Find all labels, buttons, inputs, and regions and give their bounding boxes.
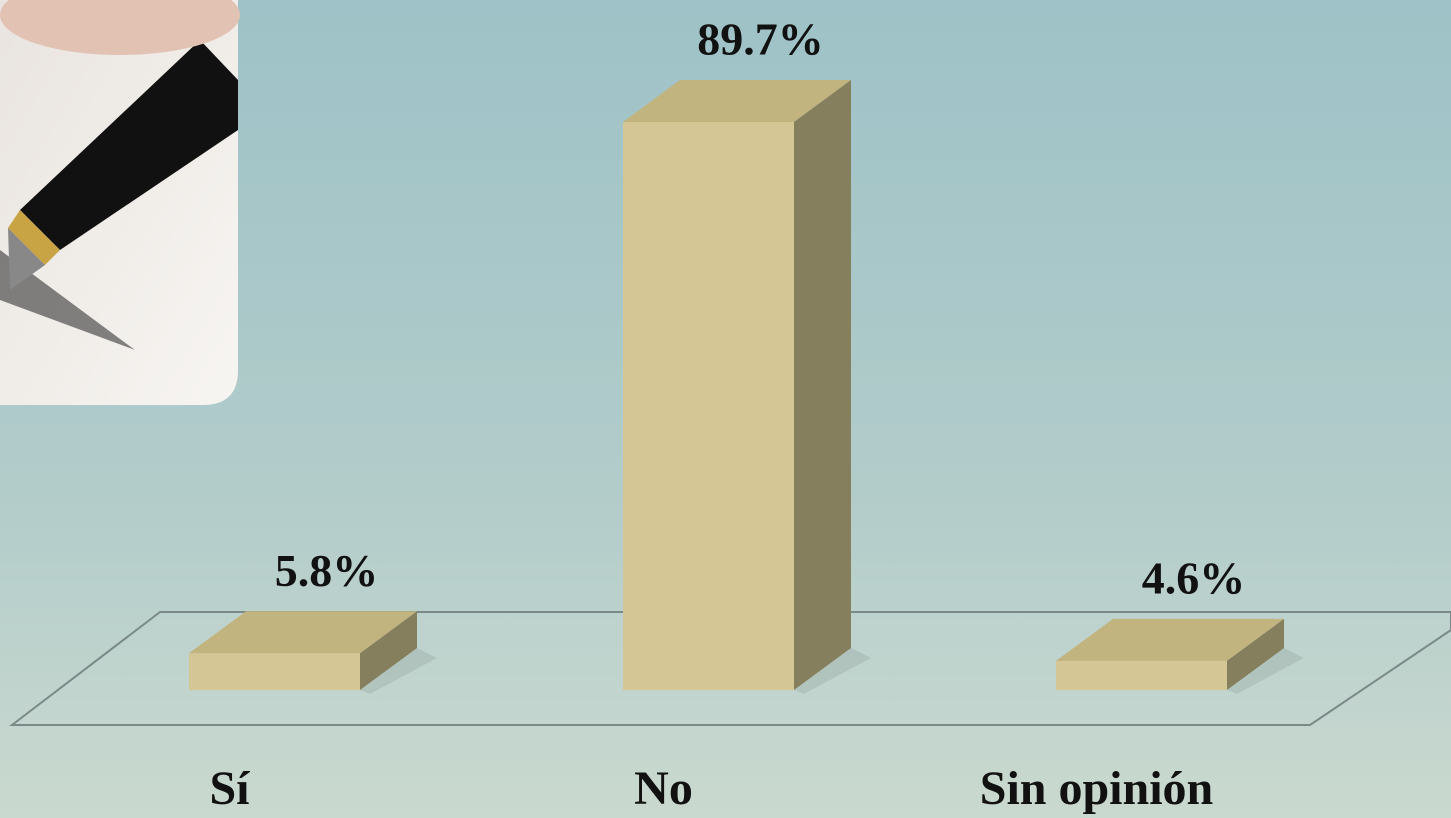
category-label: Sí bbox=[209, 762, 250, 815]
bar-top bbox=[623, 80, 851, 122]
bar-front bbox=[1056, 660, 1227, 690]
bar-shadow bbox=[360, 648, 437, 694]
bar-top bbox=[189, 611, 417, 654]
bar-front bbox=[189, 653, 360, 690]
bar-shadow bbox=[1227, 648, 1304, 694]
bar-front bbox=[623, 122, 794, 690]
category-label: Sin opinión bbox=[980, 762, 1213, 815]
bar-shadow bbox=[794, 648, 871, 694]
bar-side bbox=[794, 80, 851, 690]
value-label: 5.8% bbox=[275, 545, 379, 596]
value-label: 89.7% bbox=[697, 14, 824, 65]
photo bbox=[0, 0, 240, 405]
category-label: No bbox=[634, 762, 693, 815]
bar-side bbox=[1227, 618, 1284, 690]
value-label: 4.6% bbox=[1142, 552, 1246, 603]
bar-top bbox=[1056, 618, 1284, 661]
bar-side bbox=[360, 611, 417, 690]
